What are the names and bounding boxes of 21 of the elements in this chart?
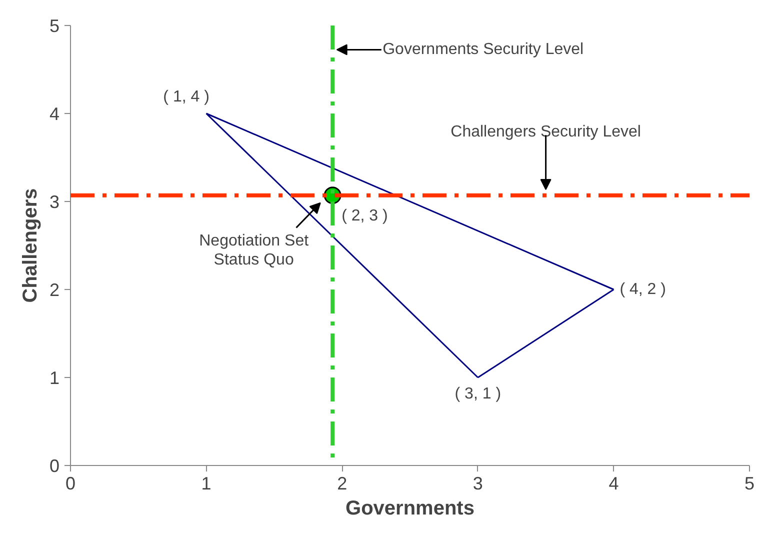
annotation: ( 1, 4 ) [163,88,210,106]
ref-line-label: Challengers Security Level [450,123,641,140]
x-tick-label: 4 [608,474,619,494]
x-tick-label: 2 [337,474,348,494]
x-tick-label: 0 [65,474,76,494]
x-tick-label: 3 [472,474,483,494]
annotation: Negotiation Set Status Quo [199,232,310,268]
annotation: ( 2, 3 ) [342,207,388,224]
y-tick-label: 1 [49,368,60,388]
y-tick-label: 2 [49,280,60,300]
y-axis-title: Challengers [19,188,42,303]
annotation: ( 3, 1 ) [454,386,502,402]
y-tick-label: 3 [49,192,60,212]
y-tick-label: 5 [49,16,60,36]
x-tick-label: 1 [201,474,212,494]
ref-line-label: Governments Security Level [382,41,584,58]
x-tick-label: 5 [744,474,755,494]
y-tick-label: 4 [49,104,60,124]
x-axis-title: Governments [346,498,474,520]
annotation: ( 4, 2 ) [620,281,666,298]
y-tick-label: 0 [49,456,60,476]
